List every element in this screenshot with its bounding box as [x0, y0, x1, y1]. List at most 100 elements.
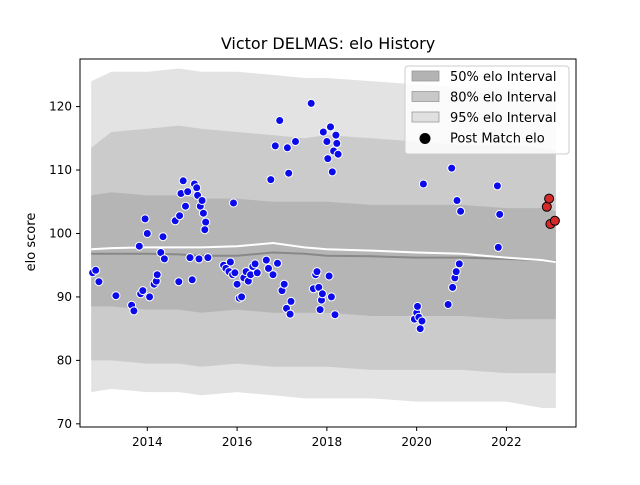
y-tick-label: 110 — [49, 163, 72, 177]
data-point — [138, 286, 148, 296]
data-point — [261, 255, 271, 265]
data-point — [284, 168, 294, 178]
data-point — [275, 116, 285, 125]
data-point — [159, 254, 169, 264]
data-point — [198, 208, 208, 218]
data-point — [232, 279, 242, 289]
data-point — [94, 277, 104, 287]
data-point — [324, 271, 334, 281]
x-tick-label: 2016 — [222, 435, 253, 449]
legend: 50% elo Interval 80% elo Interval 95% elo … — [404, 65, 570, 155]
data-point — [111, 291, 121, 301]
data-point — [312, 267, 322, 277]
legend-swatch — [411, 91, 440, 102]
data-point — [333, 149, 343, 159]
data-point — [175, 211, 185, 221]
data-point — [417, 316, 427, 326]
x-tick-label: 2020 — [401, 435, 432, 449]
data-point — [268, 270, 278, 280]
data-point — [229, 198, 238, 208]
data-point — [185, 253, 195, 263]
data-point — [286, 296, 296, 306]
y-tick-label: 80 — [57, 353, 72, 367]
data-point — [492, 181, 502, 191]
data-point — [451, 267, 461, 277]
data-point — [250, 259, 260, 269]
data-point — [152, 270, 162, 280]
y-tick-label: 70 — [57, 417, 72, 431]
legend-box — [404, 65, 570, 155]
legend-marker — [419, 133, 431, 144]
axes-frame — [79, 58, 577, 428]
data-point — [456, 206, 466, 216]
x-tick-label: 2022 — [491, 435, 522, 449]
data-point — [187, 275, 197, 285]
data-point — [418, 179, 428, 189]
data-point — [317, 289, 327, 299]
chart-title: Victor DELMAS: elo History — [221, 34, 435, 53]
data-point — [282, 143, 292, 153]
data-point — [447, 163, 457, 173]
data-point — [174, 277, 184, 287]
data-point — [183, 187, 193, 197]
legend-swatch — [411, 70, 440, 82]
x-tick-label: 2018 — [312, 435, 343, 449]
data-point — [330, 310, 340, 320]
data-point — [252, 268, 262, 278]
data-point — [237, 292, 247, 302]
data-point — [264, 263, 273, 273]
data-point — [331, 130, 341, 140]
legend-swatch — [411, 111, 440, 123]
data-point — [322, 137, 332, 146]
y-axis-label: elo score — [24, 213, 39, 272]
data-point — [270, 141, 280, 151]
axes: 2014 2016 2018 2020 2022 70 80 90 100 110 120 — [49, 58, 577, 449]
data-point — [326, 122, 335, 132]
recent-data-point — [541, 201, 552, 212]
mean-line — [91, 241, 556, 263]
data-point — [306, 98, 316, 108]
y-tick-label: 120 — [49, 100, 72, 114]
legend-label: 80% elo Interval — [450, 91, 557, 106]
data-point — [327, 167, 337, 177]
data-point — [291, 137, 300, 146]
legend-label: Post Match elo — [450, 132, 545, 147]
data-point — [415, 324, 425, 334]
data-point — [200, 225, 210, 235]
data-point — [323, 154, 333, 164]
legend-label: 50% elo Interval — [450, 70, 557, 85]
data-point — [495, 209, 505, 219]
data-point — [273, 258, 282, 268]
data-point — [452, 196, 462, 205]
data-point — [413, 301, 422, 311]
data-point — [266, 175, 276, 185]
data-point — [178, 176, 188, 186]
y-tick-label: 100 — [49, 226, 72, 240]
data-point — [140, 214, 150, 224]
data-point — [285, 309, 295, 319]
data-point — [158, 232, 168, 242]
data-point — [230, 268, 240, 278]
data-point — [332, 138, 342, 148]
data-point — [225, 257, 235, 267]
legend-label: 95% elo Interval — [450, 111, 557, 126]
data-point — [201, 217, 211, 227]
data-point — [318, 127, 328, 137]
recent-data-point — [549, 215, 560, 226]
data-point — [91, 265, 101, 275]
data-point — [279, 279, 289, 289]
data-point — [197, 196, 207, 205]
data-point — [145, 292, 155, 302]
data-point — [181, 201, 190, 211]
data-point — [129, 306, 139, 316]
data-point — [192, 183, 202, 193]
data-point — [194, 254, 204, 264]
data-point — [315, 305, 325, 315]
data-point — [203, 253, 213, 263]
data-point — [493, 242, 503, 252]
recent-data-point — [544, 193, 555, 204]
data-point — [142, 229, 152, 238]
x-tick-label: 2014 — [132, 435, 163, 449]
